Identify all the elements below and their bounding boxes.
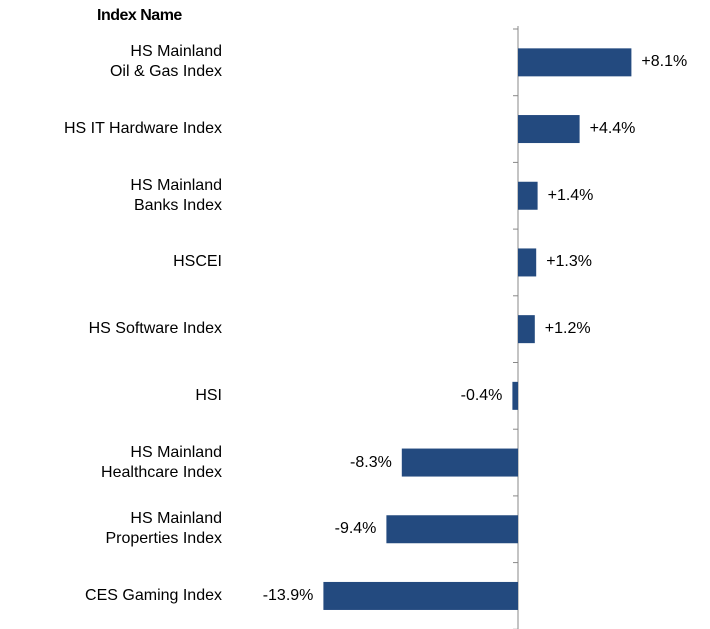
category-header: Index Name — [97, 7, 182, 24]
category-label: HS Mainland Oil & Gas Index — [109, 43, 222, 81]
value-label: +8.1% — [641, 53, 688, 71]
category-label: HS Mainland Properties Index — [105, 510, 222, 548]
category-label: HS Mainland Banks Index — [130, 176, 222, 214]
bar — [512, 381, 518, 410]
value-label: -9.4% — [334, 520, 377, 538]
value-label: +1.4% — [547, 186, 594, 204]
bar — [518, 248, 537, 277]
value-label: -8.3% — [350, 453, 392, 471]
bar — [518, 315, 535, 344]
category-label: HS Software Index — [88, 320, 222, 338]
category-label: HSI — [195, 386, 222, 404]
category-label: HSCEI — [173, 253, 222, 271]
bar — [401, 448, 518, 477]
bar — [386, 515, 518, 544]
value-label: +1.3% — [546, 253, 592, 271]
value-label: -13.9% — [262, 586, 314, 604]
value-label: +4.4% — [589, 120, 636, 138]
bar — [518, 48, 632, 77]
bar — [323, 581, 518, 610]
bar — [518, 181, 538, 210]
category-label: CES Gaming Index — [85, 586, 222, 604]
bar — [518, 115, 580, 144]
category-label: HS Mainland Healthcare Index — [101, 443, 222, 481]
category-label: HS IT Hardware Index — [64, 120, 222, 138]
value-label: +1.2% — [544, 320, 591, 338]
value-label: -0.4% — [460, 386, 503, 404]
